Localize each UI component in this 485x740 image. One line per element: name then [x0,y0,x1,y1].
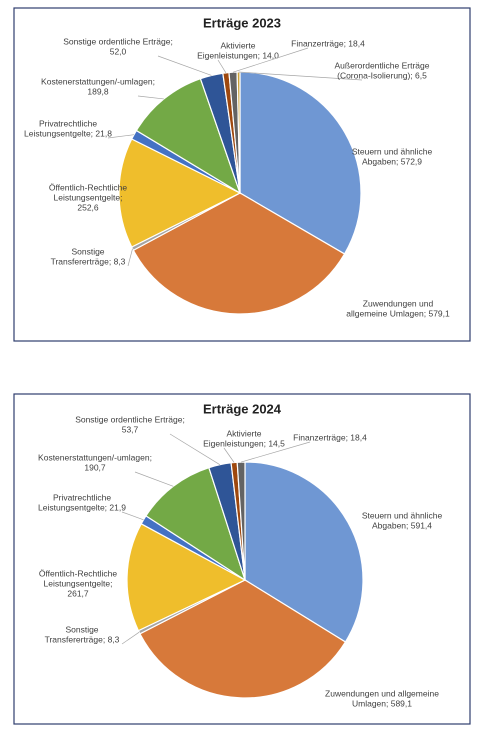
data-label: 52,0 [110,46,127,56]
data-label: 190,7 [84,462,106,472]
pie-slice [239,71,362,255]
leader-line [241,441,311,463]
data-label: 53,7 [122,424,139,434]
pie-slice [145,466,247,582]
leader-line [157,55,212,76]
data-label: Leistungsentgelte; 21,9 [38,502,126,512]
chart-title: Erträge 2024 [203,402,282,417]
data-label: 189,8 [87,86,109,96]
data-label: (Corona-Isolierung); 6,5 [337,70,427,80]
data-label: Sonstige ordentliche Erträge; [75,414,185,424]
leader-line [127,248,133,267]
data-label: Öffentlich-Rechtliche [39,568,118,578]
data-label: Steuern und ähnliche [362,510,443,520]
data-label: Kostenerstattungen/-umlagen; [38,452,152,462]
data-label: Finanzerträge; 18,4 [293,432,367,442]
data-label: Abgaben; 572,9 [362,156,422,166]
data-label: Privatrechtliche [39,118,97,128]
data-label: Zuwendungen und [363,298,434,308]
data-label: Öffentlich-Rechtliche [49,182,128,192]
data-label: Steuern und ähnliche [352,146,433,156]
data-label: Sonstige [65,624,98,634]
leader-line [238,71,363,81]
pie-slice [126,522,247,632]
leader-line [134,471,174,487]
data-label: Finanzerträge; 18,4 [291,38,365,48]
pie-slice [244,461,364,643]
data-label: Eigenleistungen; 14,5 [203,438,285,448]
leader-line [223,447,235,463]
data-label: Abgaben; 591,4 [372,520,432,530]
data-label: Außerordentliche Erträge [335,60,430,70]
data-label: Transfererträge; 8,3 [45,634,120,644]
data-label: Leistungsentgelte; [44,578,113,588]
pie-slice [132,192,346,315]
data-label: Privatrechtliche [53,492,111,502]
leader-line [217,59,227,74]
data-label: Sonstige [71,246,104,256]
leader-line [121,511,144,521]
data-label: Leistungsentgelte; 21,8 [24,128,112,138]
data-label: Leistungsentgelte; [54,192,123,202]
data-label: allgemeine Umlagen; 579,1 [346,308,450,318]
data-label: 261,7 [67,588,89,598]
pie-slice [118,138,242,248]
leader-line [232,47,309,73]
leader-line [121,631,140,645]
data-label: Transfererträge; 8,3 [51,256,126,266]
data-label: Zuwendungen und allgemeine [325,688,439,698]
data-label: 252,6 [77,202,99,212]
data-label: Eigenleistungen; 14,0 [197,50,279,60]
data-label: Aktivierte [221,40,256,50]
pie-slice [139,579,347,699]
data-label: Umlagen; 589,1 [352,698,412,708]
leader-line [137,95,164,100]
leader-line [169,433,221,466]
data-label: Aktivierte [227,428,262,438]
data-label: Kostenerstattungen/-umlagen; [41,76,155,86]
chart-title: Erträge 2023 [203,16,281,31]
leader-line [107,134,135,139]
data-label: Sonstige ordentliche Erträge; [63,36,173,46]
